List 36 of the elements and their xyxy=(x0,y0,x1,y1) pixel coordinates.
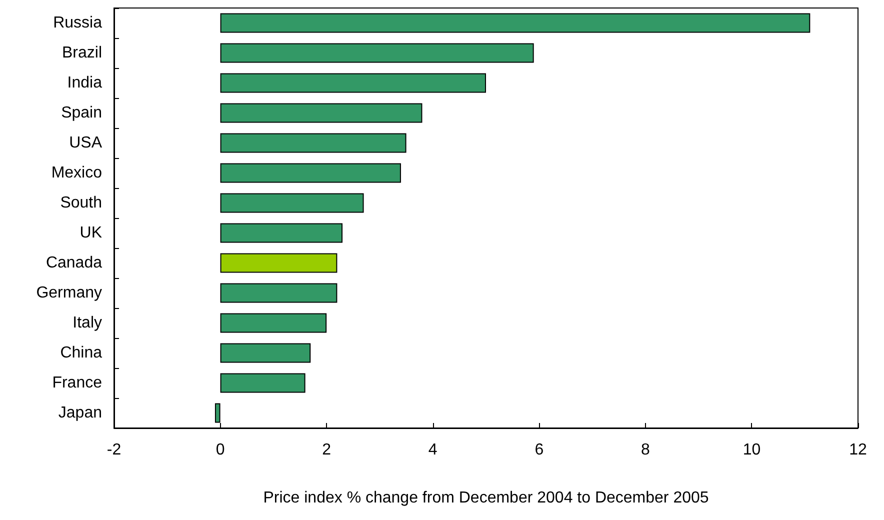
bar xyxy=(220,43,534,63)
y-tick-label: Canada xyxy=(46,254,102,272)
y-tick-label: Italy xyxy=(72,314,102,332)
x-tick-label: 4 xyxy=(428,442,438,458)
x-tick-label: 6 xyxy=(534,442,544,458)
bar xyxy=(220,193,364,213)
bar xyxy=(220,133,406,153)
y-tick-label: China xyxy=(60,344,102,362)
x-tick-label: 12 xyxy=(849,442,867,458)
y-tick-label: France xyxy=(52,374,102,392)
bar xyxy=(220,343,311,363)
y-tick-label: Japan xyxy=(58,404,102,422)
x-axis-title: Price index % change from December 2004 to December 2005 xyxy=(263,490,709,506)
bar xyxy=(220,73,486,93)
y-tick-label: South xyxy=(60,194,102,212)
y-tick-label: Mexico xyxy=(51,164,102,182)
y-tick-label: UK xyxy=(80,224,102,242)
bar xyxy=(220,283,338,303)
bar xyxy=(220,313,327,333)
y-tick-label: Spain xyxy=(61,104,102,122)
y-tick-label: Russia xyxy=(53,14,102,32)
bar xyxy=(220,253,338,273)
bar xyxy=(220,223,343,243)
x-tick-label: 0 xyxy=(216,442,225,458)
x-tick-label: 10 xyxy=(742,442,761,458)
bar xyxy=(220,163,401,183)
x-tick-label: 2 xyxy=(322,442,332,458)
x-tick-label: 8 xyxy=(640,442,650,458)
bar xyxy=(220,373,306,393)
bar xyxy=(220,13,810,33)
x-tick-label: -2 xyxy=(106,442,122,458)
y-tick-label: Brazil xyxy=(62,44,102,62)
y-tick-label: USA xyxy=(69,134,102,152)
y-tick-label: Germany xyxy=(36,284,102,302)
bar xyxy=(220,103,422,123)
y-tick-label: India xyxy=(67,74,102,92)
